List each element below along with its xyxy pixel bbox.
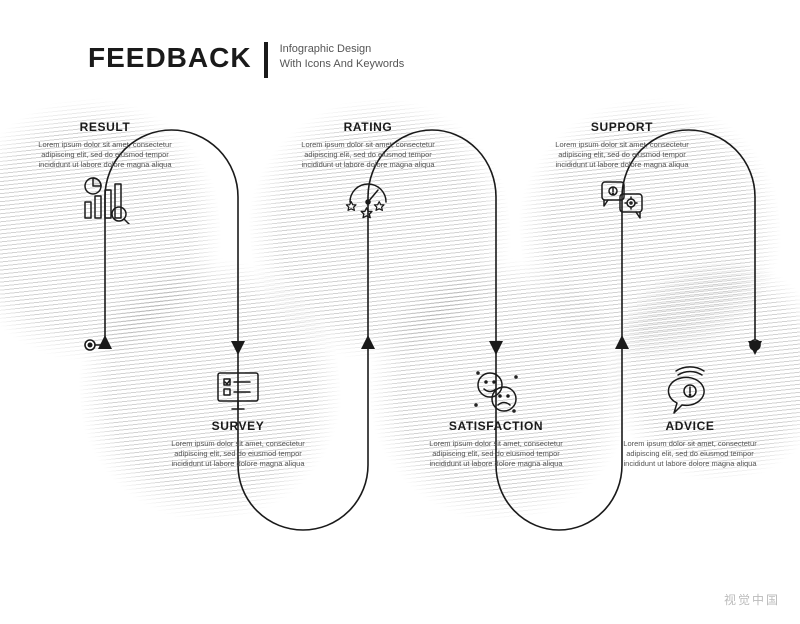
gauge-stars-icon <box>340 170 396 226</box>
support-chat-icon <box>594 170 650 226</box>
serpentine-path <box>0 0 800 624</box>
step-title: RESULT <box>35 120 175 134</box>
step-survey: SURVEY Lorem ipsum dolor sit amet, conse… <box>168 355 308 469</box>
step-title: SURVEY <box>168 419 308 433</box>
step-advice: ADVICE Lorem ipsum dolor sit amet, conse… <box>620 355 760 469</box>
faces-icon <box>468 363 524 419</box>
step-title: ADVICE <box>620 419 760 433</box>
advice-bubble-icon <box>662 363 718 419</box>
step-title: SUPPORT <box>552 120 692 134</box>
survey-monitor-icon <box>210 363 266 419</box>
step-desc: Lorem ipsum dolor sit amet, consectetur … <box>298 140 438 170</box>
chart-analysis-icon <box>77 170 133 226</box>
step-desc: Lorem ipsum dolor sit amet, consectetur … <box>168 439 308 469</box>
step-rating: RATING Lorem ipsum dolor sit amet, conse… <box>298 120 438 234</box>
step-support: SUPPORT Lorem ipsum dolor sit amet, cons… <box>552 120 692 234</box>
step-satisfaction: SATISFACTION Lorem ipsum dolor sit amet,… <box>426 355 566 469</box>
step-desc: Lorem ipsum dolor sit amet, consectetur … <box>35 140 175 170</box>
watermark: 视觉中国 <box>724 591 780 608</box>
step-title: SATISFACTION <box>426 419 566 433</box>
step-title: RATING <box>298 120 438 134</box>
step-desc: Lorem ipsum dolor sit amet, consectetur … <box>426 439 566 469</box>
step-desc: Lorem ipsum dolor sit amet, consectetur … <box>620 439 760 469</box>
step-desc: Lorem ipsum dolor sit amet, consectetur … <box>552 140 692 170</box>
step-result: RESULT Lorem ipsum dolor sit amet, conse… <box>35 120 175 234</box>
